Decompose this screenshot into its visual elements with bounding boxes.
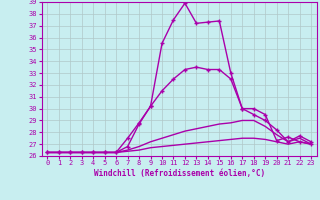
X-axis label: Windchill (Refroidissement éolien,°C): Windchill (Refroidissement éolien,°C) <box>94 169 265 178</box>
